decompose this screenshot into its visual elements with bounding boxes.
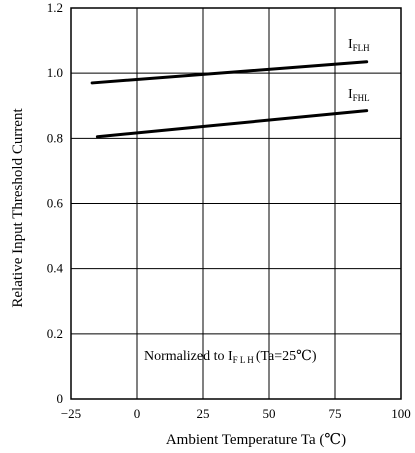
y-tick-labels: 0 0.2 0.4 0.6 0.8 1.0 1.2 [47,0,64,406]
y-tick-label: 1.2 [47,0,63,15]
grid [70,7,402,400]
x-tick-label: 0 [134,406,141,421]
y-tick-label: 0.8 [47,130,63,145]
x-tick-label: 50 [263,406,276,421]
plot-frame [70,7,402,400]
y-axis-label: Relative Input Threshold Current [10,108,26,308]
normalization-note: Normalized to IF L H (Ta=25℃) [144,349,317,365]
series-label-fhl: IFHL [348,87,370,103]
x-tick-label: 75 [329,406,342,421]
x-axis-label: Ambient Temperature Ta (℃) [166,432,346,448]
y-tick-label: 0 [57,391,64,406]
y-tick-label: 0.2 [47,326,63,341]
series-lines [90,60,369,139]
y-tick-label: 1.0 [47,65,63,80]
x-tick-label: 25 [197,406,210,421]
series-line-flh [90,60,369,85]
series-line-fhl [95,109,369,139]
x-tick-labels: −25 0 25 50 75 100 [61,406,411,421]
y-tick-label: 0.6 [47,196,64,211]
y-tick-label: 0.4 [47,261,64,276]
x-tick-label: 100 [391,406,411,421]
x-tick-label: −25 [61,406,81,421]
series-label-flh: IFLH [348,37,370,53]
